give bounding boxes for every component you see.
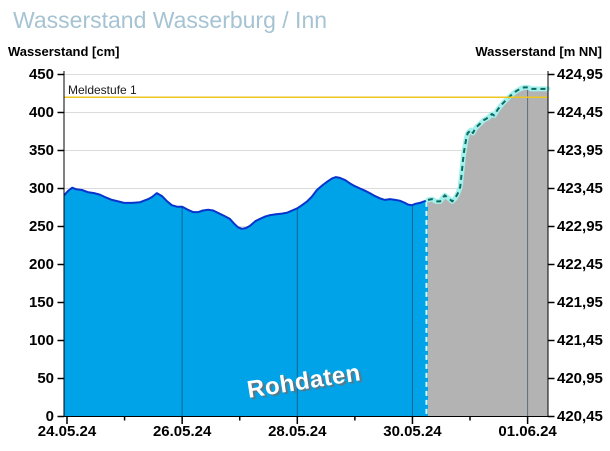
y-axis-tick-label: 100 xyxy=(28,332,54,349)
y-axis-tick-label: 300 xyxy=(28,180,54,197)
y-axis-tick-label: 250 xyxy=(28,218,54,235)
y2-axis-tick-label: 422,45 xyxy=(557,256,603,273)
y2-axis-tick-label: 422,95 xyxy=(557,218,603,235)
x-axis-tick-label: 26.05.24 xyxy=(152,423,212,440)
y-axis-tick-label: 200 xyxy=(28,256,54,273)
x-axis-tick-label: 28.05.24 xyxy=(268,423,327,440)
y-axis-tick-label: 50 xyxy=(37,370,54,387)
threshold-label: Meldestufe 1 xyxy=(68,83,137,97)
y-axis-tick-label: 0 xyxy=(45,408,54,425)
page-title: Wasserstand Wasserburg / Inn xyxy=(13,7,328,33)
y-axis-tick-label: 150 xyxy=(28,294,54,311)
forecast-line xyxy=(427,86,548,203)
forecast-area xyxy=(428,87,548,417)
y-axis-tick-label: 450 xyxy=(28,66,54,83)
x-axis-tick-label: 24.05.24 xyxy=(37,423,97,440)
observed-area xyxy=(64,177,428,417)
y2-axis-tick-label: 424,95 xyxy=(557,66,603,83)
y2-axis-tick-label: 423,45 xyxy=(557,180,603,197)
x-axis-tick-label: 30.05.24 xyxy=(383,423,442,440)
y2-axis-tick-label: 420,45 xyxy=(557,408,603,425)
y2-axis-tick-label: 420,95 xyxy=(557,370,603,387)
y2-axis-tick-label: 423,95 xyxy=(557,142,603,159)
y2-axis-tick-label: 424,45 xyxy=(557,104,603,121)
y2-axis-tick-label: 421,95 xyxy=(557,294,603,311)
y2-axis-tick-label: 421,45 xyxy=(557,332,603,349)
x-axis-tick-label: 01.06.24 xyxy=(498,423,557,440)
right-axis-title: Wasserstand [m NN] xyxy=(475,44,602,59)
y-axis-tick-label: 350 xyxy=(28,142,54,159)
left-axis-title: Wasserstand [cm] xyxy=(8,44,120,59)
y-axis-tick-label: 400 xyxy=(28,104,54,121)
observed-line xyxy=(63,176,429,230)
